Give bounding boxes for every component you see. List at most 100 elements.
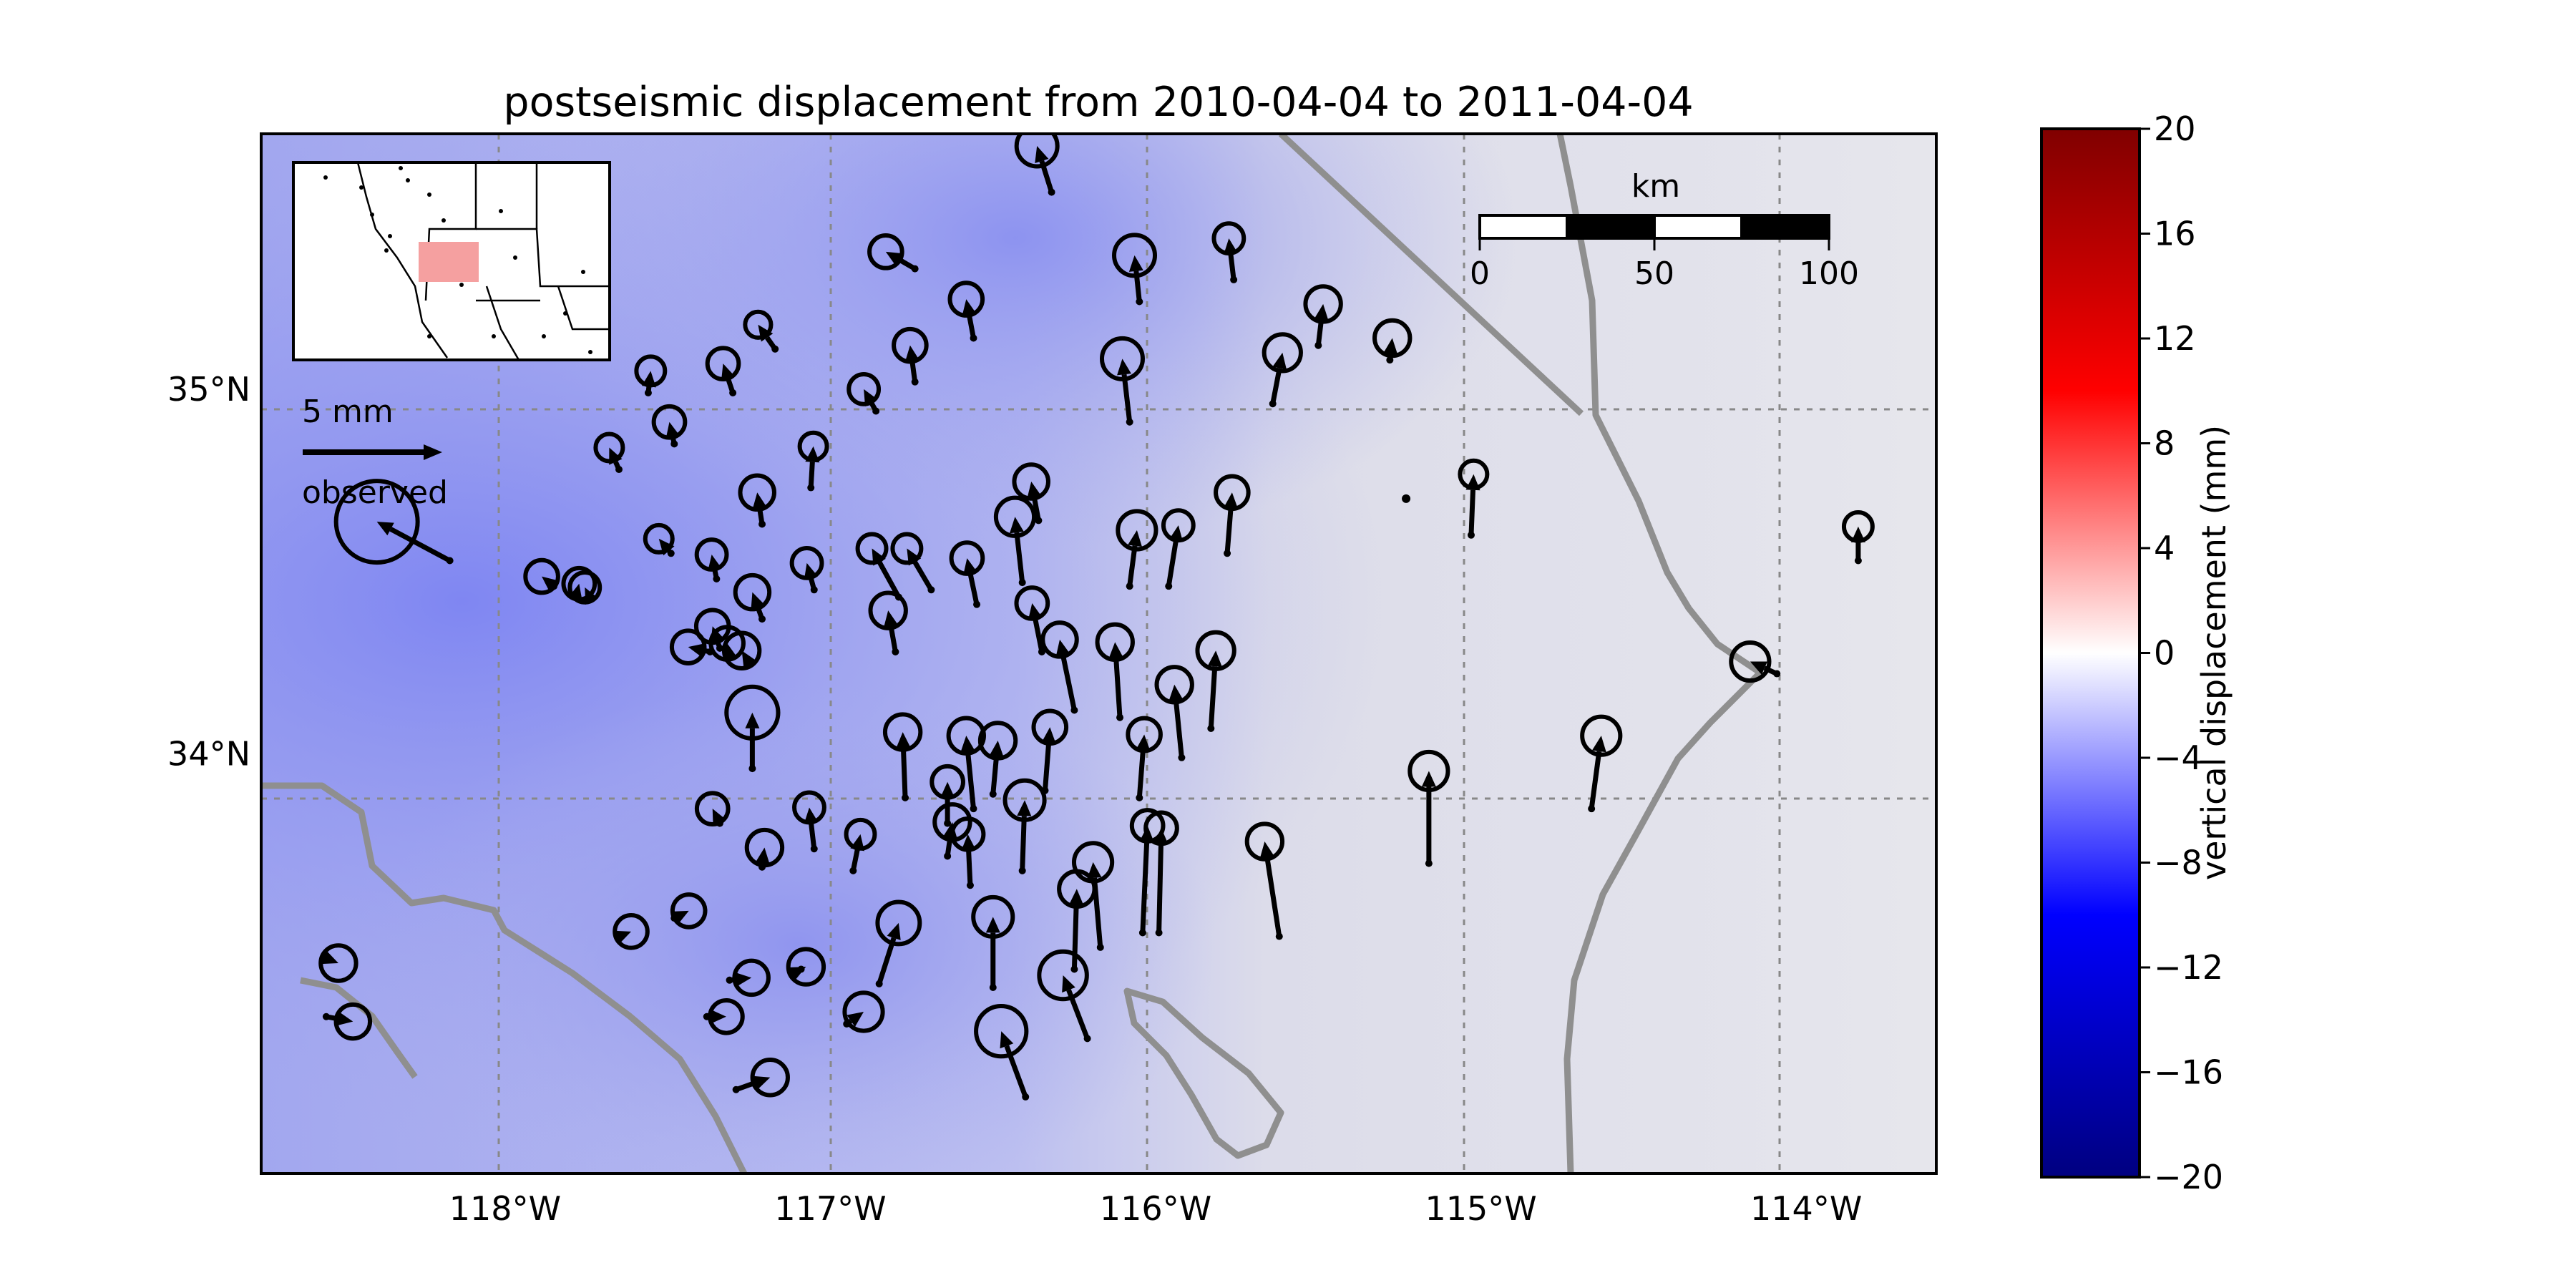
vector-shaft [1033,618,1045,653]
vector-shaft [850,849,860,872]
vector-shaft [1228,253,1236,280]
vector-base [729,389,737,396]
station-vector [705,346,741,396]
station-vector [733,572,772,623]
x-tick-label: 114°W [1750,1189,1862,1228]
station-vector [1841,509,1875,565]
vertical-displacement-marker [789,545,824,580]
vertical-displacement-marker [1458,458,1490,490]
vector-shaft [1156,844,1163,933]
vertical-displacement-marker [1372,318,1413,358]
station-vector [670,892,708,930]
station-vector [977,721,1018,798]
vertical-displacement-marker [890,532,924,565]
station-vector [703,997,745,1035]
vector-head [1169,684,1184,701]
vector-head [1128,530,1142,547]
vector-head [1055,639,1070,657]
station-vector [1031,708,1069,794]
vertical-displacement-marker [1116,509,1158,552]
vector-head [1117,358,1131,376]
vertical-displacement-marker [1211,221,1246,256]
vector-base [989,983,997,991]
station-vector [882,712,923,801]
colorbar-tick-label: 4 [2154,529,2175,567]
key-arrow: 5 mm observed [302,394,448,511]
vector-base [797,965,805,973]
vector-base [927,586,935,594]
vector-base [1022,1093,1030,1101]
chart-title: postseismic displacement from 2010-04-04… [503,79,1693,126]
vector-base [944,819,952,827]
colorbar-tick-label: −8 [2154,844,2202,882]
vertical-displacement-marker [1129,808,1166,844]
vector-base [726,976,733,984]
station-vector [1037,949,1091,1043]
vector-shaft [912,560,934,592]
vertical-displacement-marker [721,630,762,670]
vector-base [322,1013,330,1020]
vertical-displacement-marker [868,590,908,630]
station-vector [868,590,908,655]
station-vector [950,816,986,889]
vector-head [745,712,760,728]
vertical-displacement-marker [670,892,708,930]
vector-head [376,522,394,536]
vector-head [1027,482,1042,499]
vertical-displacement-marker [1057,869,1097,909]
vector-base [1048,188,1055,196]
vector-shaft [809,822,817,849]
vector-shaft [966,849,973,886]
station-vector [842,990,885,1033]
vector-shaft [1020,816,1027,871]
vertical-displacement-marker [847,371,882,406]
colorbar-tick-label: −16 [2154,1053,2223,1092]
vertical-displacement-marker [593,431,625,464]
vertical-displacement-marker [694,791,731,827]
vector-base [713,575,721,582]
colorbar-gradient [2040,127,2141,1179]
station-vector [333,479,454,565]
vector-head [741,650,756,668]
vector-base [1773,670,1781,678]
vector-head [1136,734,1151,751]
inset-highlight [419,242,479,282]
vector-shaft [900,747,908,799]
vector-shaft [967,572,980,605]
vector-shaft [808,462,815,488]
station-vector [322,1002,373,1041]
vector-head [1069,889,1084,905]
vertical-displacement-marker [949,540,985,576]
station-vector [971,894,1015,991]
vector-base [1588,805,1596,813]
vector-shaft [1315,319,1324,346]
vector-base [1425,859,1433,867]
station-vector [318,943,358,983]
station-point [1402,494,1411,503]
station-vector [1012,462,1050,525]
salton-sea [1123,987,1284,1159]
station-vector [1161,508,1196,590]
vector-head [1383,338,1398,355]
vector-head [1153,828,1169,844]
vector-head [1087,862,1102,879]
vector-head [671,910,689,924]
vertical-displacement-marker [950,816,986,852]
vertical-displacement-marker [1002,778,1047,822]
vector-base [1386,356,1394,364]
state-border [1278,134,1584,416]
vector-head [1272,352,1287,370]
station-vector [993,495,1037,587]
vector-shaft [1589,751,1602,809]
vector-head [336,1011,353,1026]
vector-base [1854,557,1862,565]
x-tick-labels: 118°W 117°W 116°W 115°W 114°W [449,1189,1863,1228]
vector-base [807,484,815,492]
vector-base [771,345,779,353]
vertical-displacement-marker [1729,640,1772,683]
vector-base [732,1085,740,1093]
vector-base [716,644,723,652]
station-vector [726,958,771,997]
vector-base [644,389,652,396]
station-vector [1195,630,1236,733]
